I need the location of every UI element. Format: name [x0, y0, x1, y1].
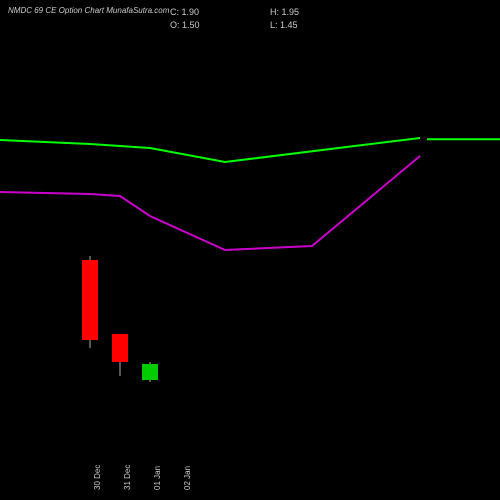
candle-body [142, 364, 158, 380]
ohlc-col1: C: 1.90 O: 1.50 [170, 6, 200, 31]
low-value: 1.45 [280, 20, 298, 30]
close-label: C: [170, 7, 179, 17]
moving-average-line [0, 156, 420, 250]
candle-body [112, 334, 128, 362]
x-tick-label: 02 Jan [183, 466, 192, 490]
chart-title: NMDC 69 CE Option Chart MunafaSutra.com [8, 6, 169, 15]
x-tick-label: 31 Dec [123, 465, 132, 490]
high-label: H: [270, 7, 279, 17]
candlestick-chart [0, 40, 500, 440]
x-axis-labels: 30 Dec 31 Dec 01 Jan 02 Jan [0, 460, 500, 500]
chart-area [0, 40, 500, 440]
high-value: 1.95 [282, 7, 300, 17]
low-row: L: 1.45 [270, 19, 299, 32]
close-row: C: 1.90 [170, 6, 200, 19]
open-value: 1.50 [182, 20, 200, 30]
open-label: O: [170, 20, 180, 30]
high-row: H: 1.95 [270, 6, 299, 19]
close-value: 1.90 [182, 7, 200, 17]
candle-body [82, 260, 98, 340]
open-row: O: 1.50 [170, 19, 200, 32]
x-tick-label: 01 Jan [153, 466, 162, 490]
moving-average-line [0, 138, 420, 162]
ohlc-col2: H: 1.95 L: 1.45 [270, 6, 299, 31]
x-tick-label: 30 Dec [93, 465, 102, 490]
low-label: L: [270, 20, 278, 30]
